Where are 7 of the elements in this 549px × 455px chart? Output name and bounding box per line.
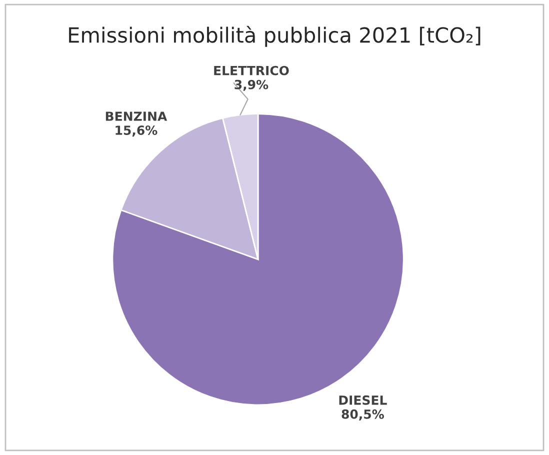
data-label: 80,5%	[342, 409, 384, 420]
data-label: 3,9%	[234, 80, 268, 91]
data-label: 15,6%	[116, 126, 158, 137]
slice-label: DIESEL	[339, 395, 387, 405]
slice-label: ELETTRICO	[214, 66, 289, 76]
chart-title: Emissioni mobilità pubblica 2021 [tCO₂]	[69, 26, 480, 47]
slice-label: BENZINA	[106, 112, 168, 121]
